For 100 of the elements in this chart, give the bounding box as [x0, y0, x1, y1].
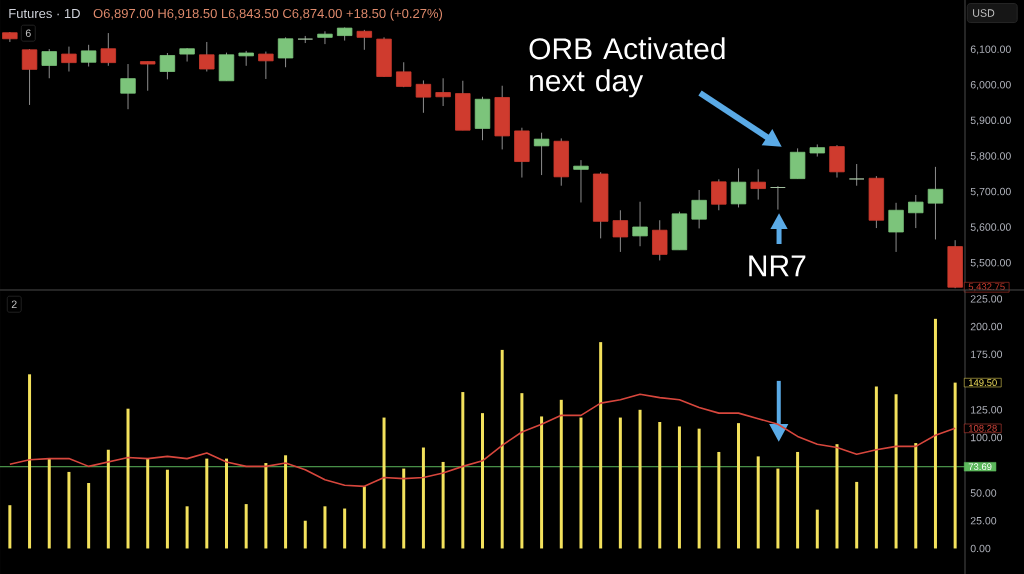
text: USD — [973, 9, 995, 17]
y-tick-label: 100.00 — [971, 433, 1003, 442]
bar — [165, 469, 169, 549]
bar — [224, 458, 228, 549]
candlestick — [199, 41, 215, 73]
y-tick-label: 225.00 — [970, 295, 1003, 303]
bar — [244, 504, 248, 549]
candlestick — [711, 178, 727, 211]
bar — [874, 386, 878, 549]
candlestick — [632, 201, 648, 247]
y-tick-label: 6,000.00 — [970, 81, 1011, 90]
bar — [677, 426, 681, 549]
bar — [205, 458, 209, 549]
bar — [323, 506, 327, 549]
bar — [67, 471, 71, 549]
bar — [835, 444, 839, 549]
annotation: NR7 — [749, 255, 806, 277]
annotation: 6 — [25, 29, 31, 37]
bar — [717, 451, 721, 549]
bar — [658, 422, 662, 549]
candlestick — [140, 61, 156, 92]
candlestick — [159, 52, 176, 80]
bar — [540, 416, 544, 549]
y-tick-label: 5,700.00 — [970, 187, 1011, 197]
text: 108.28 — [969, 425, 997, 432]
bar — [855, 481, 859, 549]
candlestick — [730, 167, 747, 208]
bar — [756, 456, 760, 549]
bar — [737, 423, 741, 549]
bar — [382, 417, 386, 549]
candlestick — [61, 46, 77, 73]
candlestick — [533, 132, 550, 176]
bar — [47, 458, 51, 549]
y-tick-label: 200.00 — [970, 322, 1003, 331]
y-tick-label: 50.00 — [970, 489, 997, 497]
bar — [421, 447, 425, 549]
bar — [402, 468, 406, 549]
candlestick — [317, 30, 333, 45]
y-tick-label: 6,100.00 — [970, 45, 1011, 55]
y-tick-label: 125.00 — [971, 406, 1003, 414]
bar — [599, 342, 603, 549]
bar — [185, 506, 189, 549]
y-tick-label: 25.00 — [970, 517, 997, 525]
candlestick — [41, 48, 57, 79]
text: O6,897.00 H6,918.50 L6,843.50 C6,874.00 +18.50 (+0.27%) — [93, 8, 443, 21]
candlestick — [21, 48, 38, 106]
candlestick — [356, 29, 373, 51]
bar — [284, 455, 288, 549]
bar — [126, 408, 130, 549]
candlestick — [258, 51, 274, 80]
candlestick — [277, 36, 294, 68]
candlestick — [396, 61, 412, 88]
candlestick — [888, 202, 904, 253]
annotation: 2 — [11, 300, 17, 308]
bar — [461, 392, 465, 549]
text: Futures · 1D — [9, 9, 80, 19]
bar — [28, 374, 32, 549]
candlestick — [573, 159, 589, 203]
text: 149.50 — [969, 379, 997, 386]
candlestick — [908, 194, 924, 229]
y-tick-label: 5,500.00 — [970, 258, 1011, 268]
y-tick-label: 5,800.00 — [970, 152, 1011, 161]
bar — [815, 509, 819, 549]
bar — [520, 393, 524, 549]
bar — [894, 394, 898, 549]
bar — [106, 449, 110, 549]
candlestick — [100, 32, 117, 67]
y-tick-label: 175.00 — [971, 350, 1003, 359]
y-tick-label: 5,600.00 — [970, 223, 1011, 233]
bar — [303, 520, 307, 549]
bar — [914, 443, 918, 549]
bar — [776, 468, 780, 549]
candlestick — [179, 47, 195, 63]
y-tick-label: 0.00 — [970, 544, 991, 553]
ref-line-label: 73.69 — [968, 463, 992, 471]
bar — [559, 399, 563, 549]
text: 5,432.75 — [968, 283, 1005, 292]
candlestick — [612, 209, 629, 253]
bar — [618, 417, 622, 549]
bar — [933, 318, 937, 549]
candlestick — [80, 44, 97, 68]
bar — [579, 417, 583, 549]
y-tick-label: 5,900.00 — [970, 116, 1011, 126]
candlestick — [120, 63, 136, 110]
bar — [87, 483, 91, 549]
bar — [441, 461, 445, 549]
candlestick — [435, 77, 451, 107]
candlestick — [691, 189, 707, 229]
bar — [343, 508, 347, 549]
bar — [953, 382, 957, 549]
bar — [146, 458, 150, 549]
bar — [638, 409, 642, 549]
bar — [697, 428, 701, 549]
candlestick — [849, 163, 865, 187]
bar — [796, 451, 800, 549]
bar — [362, 486, 366, 549]
candlestick — [415, 79, 432, 114]
annotation: ORB Activated next day — [529, 37, 725, 98]
candlestick — [770, 185, 786, 211]
bar — [264, 463, 268, 549]
